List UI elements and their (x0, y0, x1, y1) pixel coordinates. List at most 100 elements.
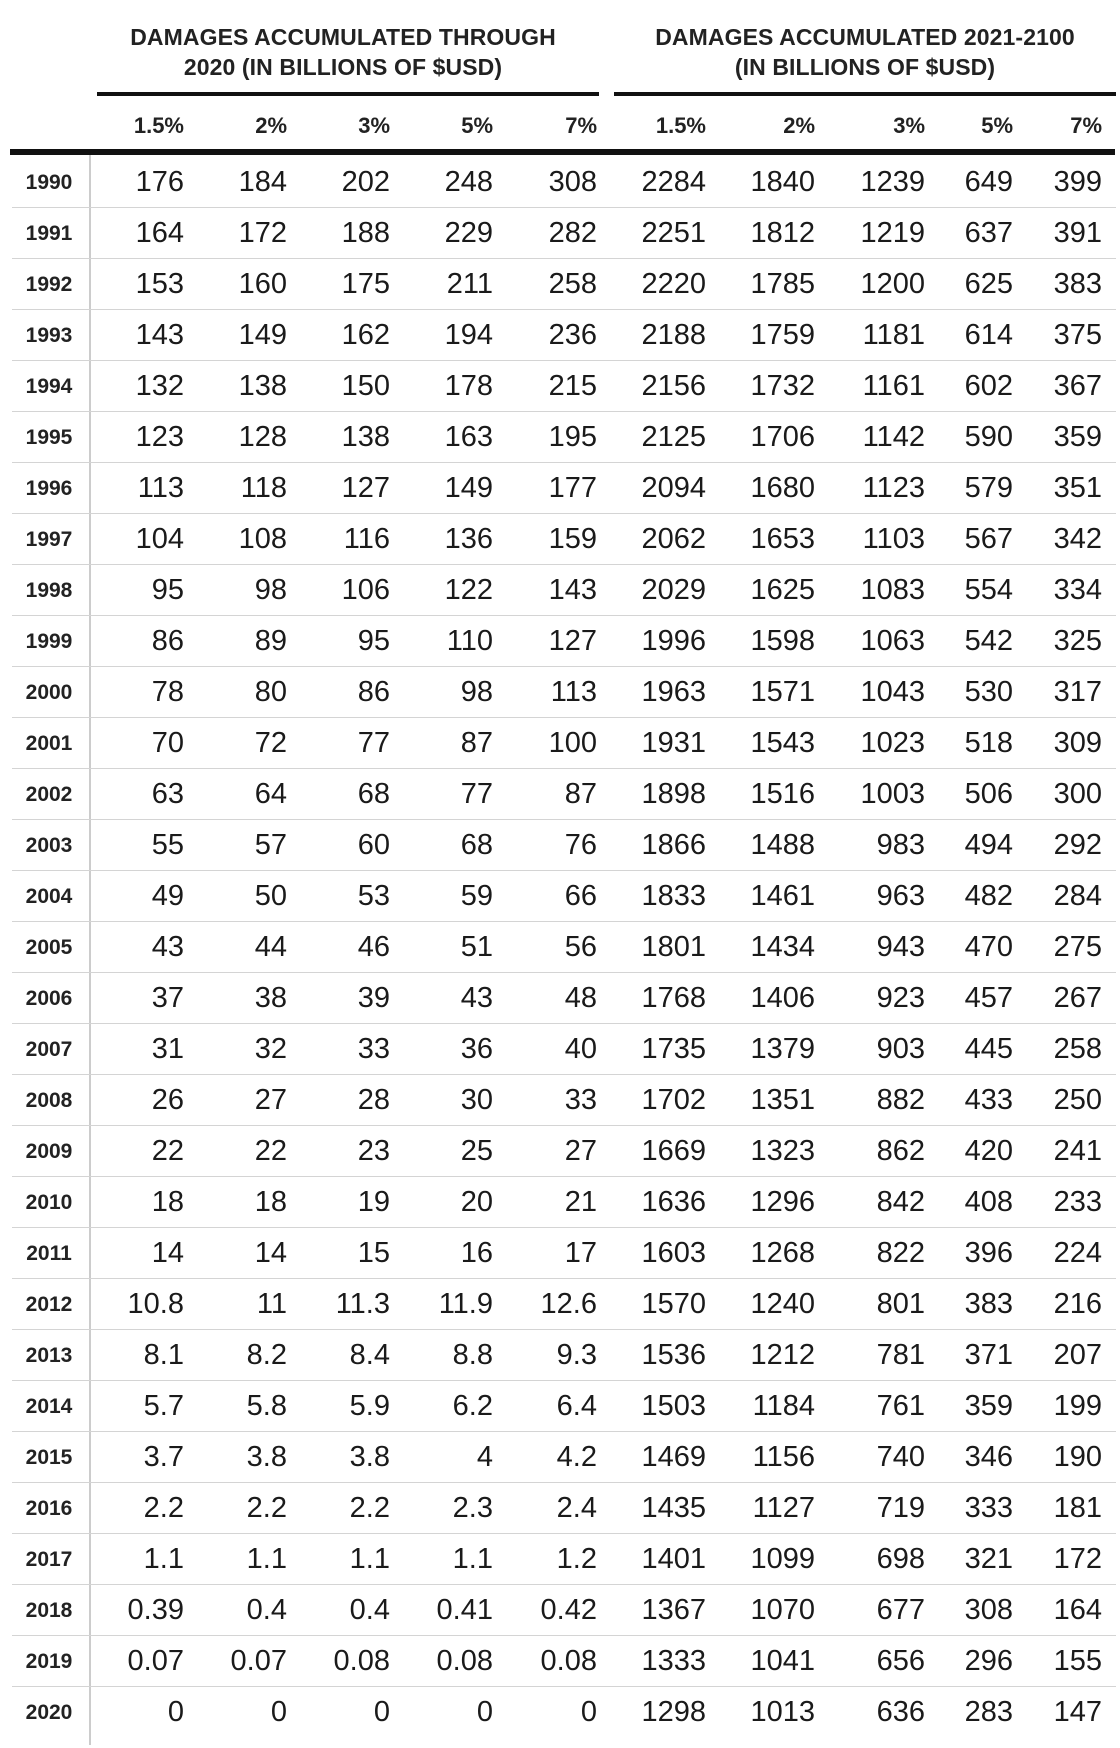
table-cell: 309 (1053, 727, 1102, 759)
table-cell: 86 (151, 625, 184, 657)
row-year-label: 2018 (25, 1599, 73, 1622)
row-year-label: 2015 (25, 1446, 73, 1469)
table-cell: 542 (964, 625, 1013, 657)
table-cell: 118 (240, 472, 287, 504)
table-cell: 1.1 (246, 1543, 287, 1575)
row-divider (12, 1176, 1116, 1177)
table-cell: 136 (444, 523, 493, 555)
table-cell: 1653 (750, 523, 815, 555)
table-cell: 470 (964, 931, 1013, 963)
table-cell: 159 (548, 523, 597, 555)
table-cell: 138 (341, 421, 390, 453)
table-cell: 8.2 (246, 1339, 287, 1371)
table-cell: 143 (135, 319, 184, 351)
table-cell: 433 (964, 1084, 1013, 1116)
table-cell: 1570 (641, 1288, 706, 1320)
table-cell: 506 (964, 778, 1013, 810)
table-cell: 637 (964, 217, 1013, 249)
table-cell: 1996 (641, 625, 706, 657)
table-cell: 1181 (862, 319, 925, 351)
table-cell: 943 (876, 931, 925, 963)
table-cell: 128 (238, 421, 287, 453)
table-cell: 719 (876, 1492, 925, 1524)
row-divider (12, 1074, 1116, 1075)
table-cell: 190 (1053, 1441, 1102, 1473)
table-cell: 1.1 (143, 1543, 184, 1575)
table-cell: 11 (256, 1288, 287, 1320)
table-cell: 862 (876, 1135, 925, 1167)
table-cell: 1536 (641, 1339, 706, 1371)
table-cell: 1023 (860, 727, 925, 759)
table-cell: 1323 (750, 1135, 815, 1167)
table-cell: 89 (254, 625, 287, 657)
table-cell: 1142 (862, 421, 925, 453)
table-cell: 308 (548, 166, 597, 198)
table-cell: 1469 (641, 1441, 706, 1473)
table-cell: 420 (964, 1135, 1013, 1167)
table-cell: 175 (341, 268, 390, 300)
table-cell: 11.9 (438, 1288, 493, 1320)
column-header: 1.5% (655, 113, 706, 138)
table-cell: 1406 (750, 982, 815, 1014)
table-cell: 28 (357, 1084, 390, 1116)
table-cell: 38 (254, 982, 287, 1014)
table-cell: 188 (341, 217, 390, 249)
header-rule (10, 149, 1115, 155)
table-cell: 882 (876, 1084, 925, 1116)
column-header: 7% (565, 113, 597, 138)
row-year-label: 2008 (25, 1089, 73, 1112)
year-column-divider (89, 155, 91, 1745)
table-cell: 55 (151, 829, 184, 861)
table-cell: 194 (444, 319, 493, 351)
table-cell: 6.2 (452, 1390, 493, 1422)
table-cell: 66 (564, 880, 597, 912)
table-cell: 445 (964, 1033, 1013, 1065)
row-divider (12, 1584, 1116, 1585)
table-cell: 1898 (641, 778, 706, 810)
table-cell: 1013 (750, 1696, 815, 1728)
row-year-label: 2017 (25, 1548, 73, 1571)
table-cell: 70 (151, 727, 184, 759)
table-cell: 1963 (641, 676, 706, 708)
table-cell: 1768 (641, 982, 706, 1014)
table-cell: 2.3 (452, 1492, 493, 1524)
table-cell: 215 (548, 370, 597, 402)
table-cell: 1801 (641, 931, 706, 963)
table-cell: 77 (357, 727, 390, 759)
table-cell: 68 (357, 778, 390, 810)
table-cell: 8.1 (143, 1339, 184, 1371)
table-cell: 518 (964, 727, 1013, 759)
table-cell: 1840 (750, 166, 815, 198)
table-cell: 241 (1053, 1135, 1102, 1167)
row-divider (12, 1431, 1116, 1432)
table-cell: 1.2 (556, 1543, 597, 1575)
row-divider (12, 207, 1116, 208)
table-cell: 1351 (750, 1084, 815, 1116)
table-cell: 371 (964, 1339, 1013, 1371)
table-cell: 195 (548, 421, 597, 453)
table-cell: 375 (1053, 319, 1102, 351)
row-divider (12, 1635, 1116, 1636)
group-title-line: DAMAGES ACCUMULATED 2021-2100 (655, 24, 1075, 50)
table-cell: 1156 (752, 1441, 815, 1473)
table-cell: 15 (357, 1237, 390, 1269)
table-cell: 308 (964, 1594, 1013, 1626)
table-cell: 113 (550, 676, 597, 708)
table-cell: 317 (1053, 676, 1102, 708)
table-cell: 51 (460, 931, 493, 963)
table-cell: 1866 (641, 829, 706, 861)
table-cell: 2062 (641, 523, 706, 555)
table-cell: 95 (357, 625, 390, 657)
table-cell: 1503 (641, 1390, 706, 1422)
table-cell: 1200 (860, 268, 925, 300)
table-cell: 207 (1053, 1339, 1102, 1371)
table-cell: 17 (564, 1237, 597, 1269)
table-cell: 46 (357, 931, 390, 963)
row-year-label: 2004 (25, 885, 73, 908)
table-cell: 383 (964, 1288, 1013, 1320)
table-cell: 2.2 (143, 1492, 184, 1524)
table-cell: 258 (548, 268, 597, 300)
table-cell: 1003 (860, 778, 925, 810)
table-cell: 0 (167, 1696, 184, 1728)
table-cell: 1240 (750, 1288, 815, 1320)
